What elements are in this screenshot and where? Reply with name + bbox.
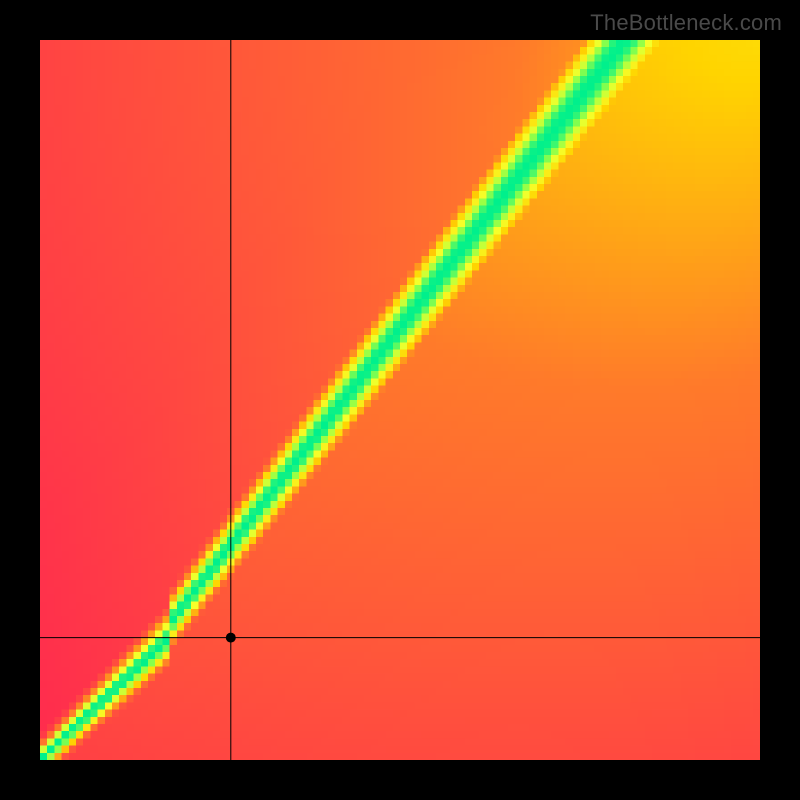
- bottleneck-heatmap: [40, 40, 760, 760]
- watermark-text: TheBottleneck.com: [590, 10, 782, 36]
- chart-container: { "watermark": { "text": "TheBottleneck.…: [0, 0, 800, 800]
